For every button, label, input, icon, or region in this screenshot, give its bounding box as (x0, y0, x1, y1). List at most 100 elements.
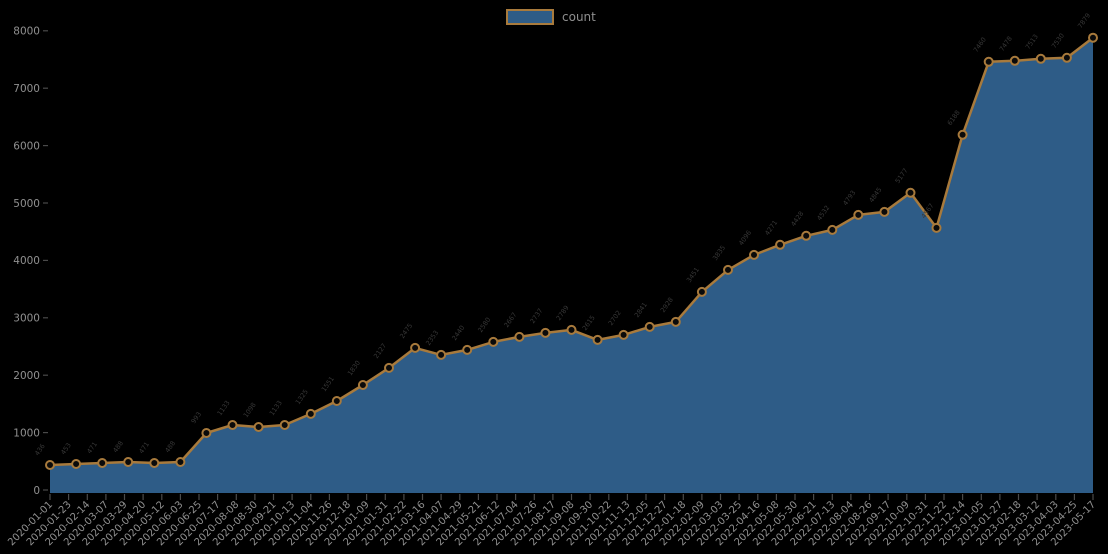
point-annotation: 2127 (372, 342, 388, 360)
y-tick-label: 2000 (13, 370, 40, 382)
data-point-marker (592, 334, 603, 345)
data-point-marker (879, 206, 890, 217)
data-point-marker (149, 458, 160, 468)
data-point-marker (696, 286, 707, 297)
data-point-marker (384, 362, 394, 373)
point-annotation: 1133 (216, 399, 232, 417)
point-annotation: 1325 (294, 388, 310, 406)
point-annotation: 7460 (972, 36, 988, 54)
point-annotation: 488 (111, 439, 125, 454)
data-point-marker (436, 349, 447, 360)
point-annotation: 2580 (476, 316, 492, 334)
data-point-marker (123, 457, 134, 467)
data-point-marker (1061, 52, 1072, 63)
legend-swatch (506, 9, 554, 25)
y-tick-label: 7000 (13, 83, 40, 95)
point-annotation: 4271 (763, 219, 779, 237)
point-annotation: 4428 (789, 210, 805, 228)
point-annotation: 3835 (711, 244, 727, 262)
data-point-marker (983, 56, 994, 67)
data-point-marker (331, 396, 342, 406)
data-point-marker (201, 428, 212, 438)
point-annotation: 6188 (946, 109, 962, 127)
point-annotation: 2353 (424, 329, 440, 347)
data-point-marker (1035, 53, 1046, 64)
data-point-marker (357, 380, 368, 390)
point-annotation: 4096 (737, 229, 753, 247)
y-tick-label: 5000 (13, 198, 40, 210)
data-point-marker (279, 420, 290, 430)
point-annotation: 7478 (998, 35, 1014, 53)
data-point-marker (227, 420, 238, 430)
data-point-marker (97, 458, 108, 468)
point-annotation: 2789 (555, 304, 571, 322)
area-layer (50, 37, 1093, 493)
point-annotation: 2615 (581, 314, 597, 332)
legend: count (506, 9, 596, 25)
point-annotation: 471 (137, 440, 151, 455)
data-point-marker (670, 316, 681, 327)
point-annotation: 3451 (685, 266, 701, 284)
data-point-marker (253, 422, 264, 432)
data-point-marker (514, 331, 525, 342)
point-annotation: 4567 (920, 202, 936, 220)
point-annotation: 7513 (1024, 33, 1040, 51)
data-point-marker (540, 327, 551, 338)
data-point-marker (71, 459, 82, 469)
y-tick-label: 6000 (13, 140, 40, 152)
point-annotation: 2928 (659, 296, 675, 314)
point-annotation: 1830 (346, 359, 362, 377)
data-point-marker (931, 222, 942, 233)
point-annotation: 4532 (815, 204, 831, 222)
point-annotation: 436 (33, 442, 47, 457)
data-point-marker (827, 224, 838, 235)
y-tick-label: 0 (33, 485, 40, 497)
data-point-marker (775, 239, 786, 250)
point-annotation: 2475 (398, 322, 414, 340)
data-point-marker (853, 209, 864, 220)
point-annotation: 7879 (1076, 12, 1092, 30)
point-annotation: 4845 (867, 186, 883, 204)
y-tick-label: 1000 (13, 427, 40, 439)
data-point-marker (566, 324, 577, 335)
data-point-marker (644, 321, 655, 332)
data-point-marker (305, 408, 316, 419)
point-annotation: 1098 (242, 401, 258, 419)
y-axis: 0 1000 2000 3000 4000 5000 6000 7000 8000 (13, 26, 48, 497)
data-point-marker (45, 460, 55, 470)
point-annotation: 2440 (450, 324, 466, 342)
data-point-marker (618, 329, 629, 340)
point-annotation: 993 (189, 410, 203, 425)
data-point-marker (462, 344, 473, 355)
data-point-marker (957, 129, 968, 140)
data-point-marker (905, 187, 916, 198)
y-tick-label: 3000 (13, 313, 40, 325)
point-annotation: 2737 (528, 307, 544, 325)
data-point-marker (175, 457, 186, 467)
point-annotation: 5177 (894, 167, 910, 185)
y-tick-label: 8000 (13, 26, 40, 38)
x-axis: 2020-01-012020-01-232020-02-142020-03-07… (6, 494, 1098, 548)
point-annotation: 4793 (841, 189, 857, 207)
data-point-marker (1009, 55, 1020, 66)
point-annotation: 2841 (633, 301, 649, 319)
point-annotation: 7530 (1050, 32, 1066, 50)
marker-layer (45, 32, 1098, 470)
point-annotation: 2702 (607, 309, 623, 327)
data-point-marker (723, 264, 733, 275)
point-annotation: 488 (163, 439, 177, 454)
point-annotation: 453 (59, 441, 73, 456)
point-annotation: 1133 (268, 399, 284, 417)
data-point-marker (801, 230, 812, 241)
point-annotation: 471 (85, 440, 99, 455)
data-point-marker (1088, 32, 1098, 43)
y-tick-label: 4000 (13, 255, 40, 267)
legend-label: count (562, 10, 596, 24)
series-area (50, 37, 1093, 493)
point-annotation: 1551 (320, 375, 336, 393)
point-annotation: 2667 (502, 311, 518, 329)
data-point-marker (488, 336, 499, 347)
data-point-marker (410, 342, 421, 353)
